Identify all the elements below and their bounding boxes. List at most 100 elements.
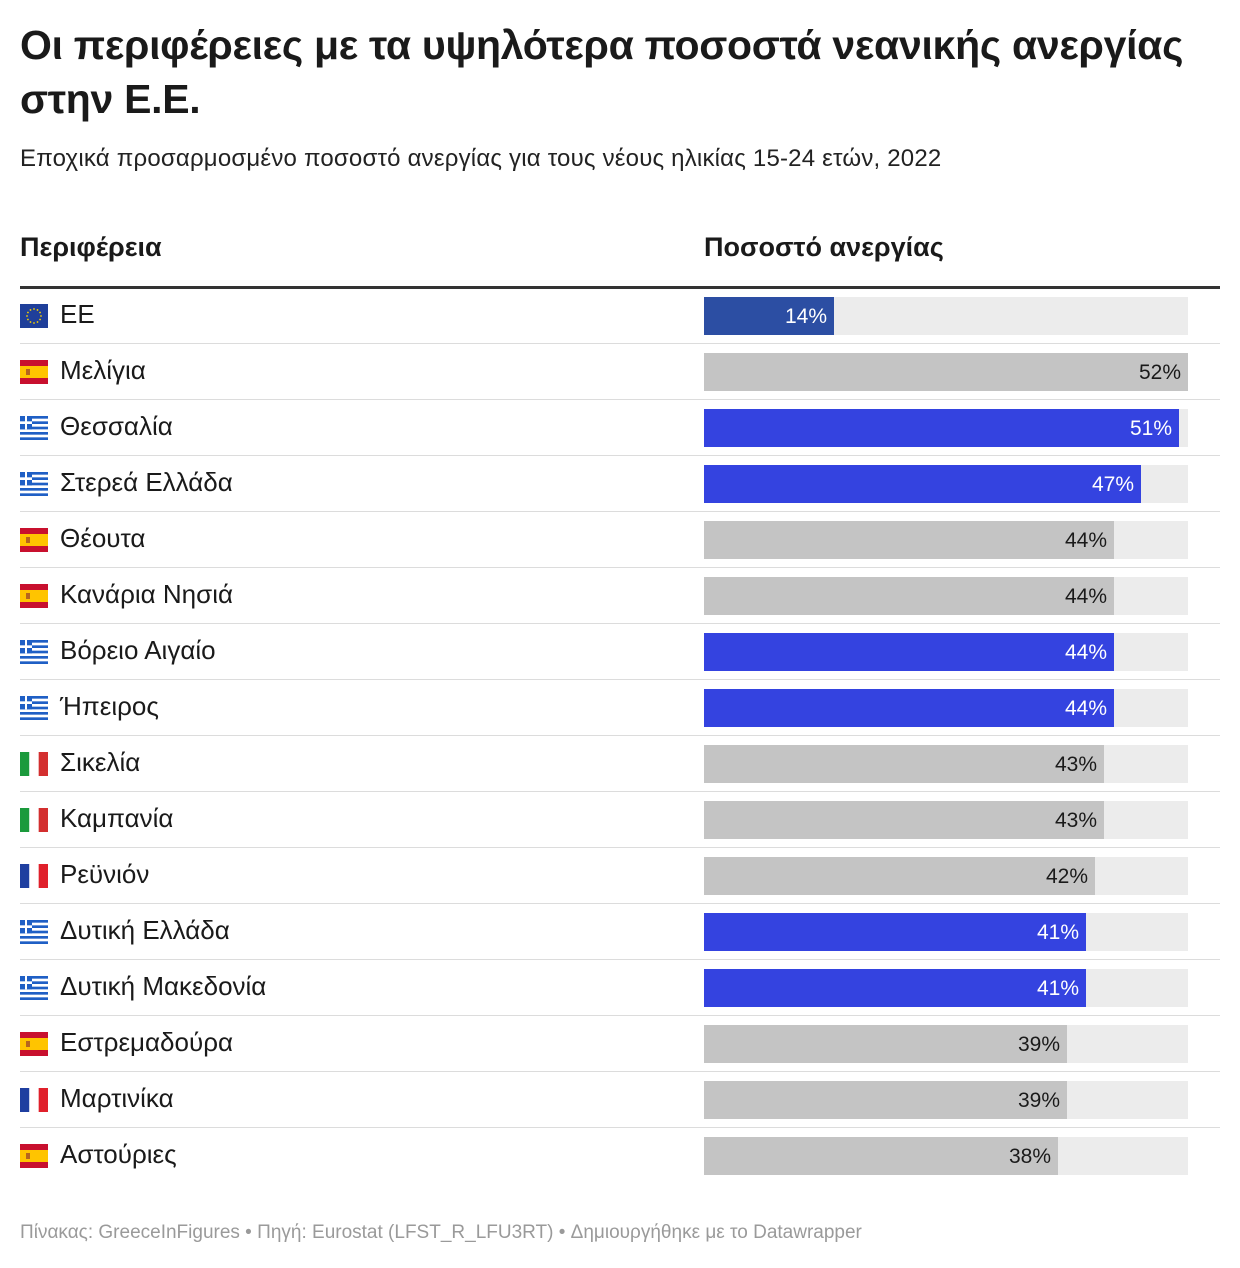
bar — [704, 969, 1086, 1007]
france-flag-icon — [20, 864, 48, 888]
bar-value-label: 39% — [1017, 1033, 1060, 1056]
bar-value-label: 14% — [784, 305, 827, 328]
table-row: Δυτική Ελλάδα 41% — [20, 904, 1220, 960]
spain-flag-icon — [20, 1032, 48, 1056]
bar-value-label: 44% — [1064, 585, 1107, 608]
region-name: Δυτική Μακεδονία — [60, 971, 267, 1001]
bar-track: 43% — [704, 801, 1188, 839]
chart-footer: Πίνακας: GreeceInFigures • Πηγή: Eurosta… — [20, 1222, 862, 1243]
greece-flag-icon — [20, 920, 48, 944]
spain-flag-icon — [20, 1144, 48, 1168]
bar — [704, 1025, 1067, 1063]
spain-flag-icon — [20, 584, 48, 608]
region-name: ΕΕ — [60, 299, 95, 329]
eu-flag-icon — [20, 304, 48, 328]
bar-value-label: 44% — [1064, 529, 1107, 552]
region-name: Μαρτινίκα — [60, 1083, 174, 1113]
bar-track: 38% — [704, 1137, 1188, 1175]
table-row: Μελίγια 52% — [20, 344, 1220, 400]
region-name: Στερεά Ελλάδα — [60, 467, 233, 497]
bar-value-label: 43% — [1054, 809, 1097, 832]
italy-flag-icon — [20, 808, 48, 832]
bar-track: 39% — [704, 1025, 1188, 1063]
bar-track: 44% — [704, 577, 1188, 615]
bar-track: 44% — [704, 521, 1188, 559]
bar-value-label: 47% — [1091, 473, 1134, 496]
chart-subtitle: Εποχικά προσαρμοσμένο ποσοστό ανεργίας γ… — [20, 145, 942, 172]
table-row: Σικελία 43% — [20, 736, 1220, 792]
region-name: Κανάρια Νησιά — [60, 579, 233, 609]
bar — [704, 1137, 1058, 1175]
bar — [704, 521, 1114, 559]
bar — [704, 577, 1114, 615]
bar-value-label: 51% — [1129, 417, 1172, 440]
greece-flag-icon — [20, 976, 48, 1000]
region-name: Ήπειρος — [60, 691, 159, 721]
table-row: Μαρτινίκα 39% — [20, 1072, 1220, 1128]
bar-value-label: 39% — [1017, 1089, 1060, 1112]
bar — [704, 689, 1114, 727]
region-name: Εστρεμαδούρα — [60, 1027, 234, 1057]
bar-track: 41% — [704, 913, 1188, 951]
bar-track: 47% — [704, 465, 1188, 503]
region-column-header: Περιφέρεια — [20, 232, 162, 262]
bar — [704, 465, 1141, 503]
greece-flag-icon — [20, 472, 48, 496]
spain-flag-icon — [20, 528, 48, 552]
bar-track: 44% — [704, 633, 1188, 671]
bar — [704, 801, 1104, 839]
region-name: Καμπανία — [60, 803, 174, 833]
table-row: Ρεϋνιόν 42% — [20, 848, 1220, 904]
bar — [704, 409, 1179, 447]
table-row: Θέουτα 44% — [20, 512, 1220, 568]
bar-track: 51% — [704, 409, 1188, 447]
bar-value-label: 44% — [1064, 697, 1107, 720]
chart-title: Οι περιφέρειες με τα υψηλότερα ποσοστά ν… — [20, 22, 1184, 122]
bar — [704, 633, 1114, 671]
rate-column-header: Ποσοστό ανεργίας — [704, 232, 944, 262]
bar-track: 43% — [704, 745, 1188, 783]
greece-flag-icon — [20, 416, 48, 440]
table-row: Καμπανία 43% — [20, 792, 1220, 848]
region-name: Δυτική Ελλάδα — [60, 915, 230, 945]
italy-flag-icon — [20, 752, 48, 776]
table-row: Βόρειο Αιγαίο 44% — [20, 624, 1220, 680]
table-row: Ήπειρος 44% — [20, 680, 1220, 736]
bar-track: 42% — [704, 857, 1188, 895]
bar-value-label: 41% — [1036, 921, 1079, 944]
bar-track: 14% — [704, 297, 1188, 335]
table-row: ΕΕ 14% — [20, 288, 1220, 344]
bar — [704, 353, 1188, 391]
region-name: Βόρειο Αιγαίο — [60, 635, 216, 665]
region-name: Σικελία — [60, 747, 141, 777]
bar-value-label: 41% — [1036, 977, 1079, 1000]
header-divider — [20, 286, 1220, 289]
greece-flag-icon — [20, 640, 48, 664]
bar-value-label: 52% — [1138, 361, 1181, 384]
bar-track: 52% — [704, 353, 1188, 391]
bar — [704, 913, 1086, 951]
bar-track: 41% — [704, 969, 1188, 1007]
bar-value-label: 38% — [1008, 1145, 1051, 1168]
table-row: Κανάρια Νησιά 44% — [20, 568, 1220, 624]
table-row: Στερεά Ελλάδα 47% — [20, 456, 1220, 512]
table-row: Εστρεμαδούρα 39% — [20, 1016, 1220, 1072]
bar — [704, 297, 834, 335]
table-row: Δυτική Μακεδονία 41% — [20, 960, 1220, 1016]
france-flag-icon — [20, 1088, 48, 1112]
bar-value-label: 43% — [1054, 753, 1097, 776]
bar — [704, 1081, 1067, 1119]
bar — [704, 857, 1095, 895]
region-name: Θέουτα — [60, 523, 146, 553]
bar-value-label: 42% — [1045, 865, 1088, 888]
greece-flag-icon — [20, 696, 48, 720]
bar — [704, 745, 1104, 783]
spain-flag-icon — [20, 360, 48, 384]
table-row: Θεσσαλία 51% — [20, 400, 1220, 456]
region-name: Μελίγια — [60, 355, 146, 385]
region-name: Θεσσαλία — [60, 411, 173, 441]
region-name: Αστούριες — [60, 1139, 177, 1169]
bar-value-label: 44% — [1064, 641, 1107, 664]
table-row: Αστούριες 38% — [20, 1128, 1220, 1184]
bar-track: 39% — [704, 1081, 1188, 1119]
